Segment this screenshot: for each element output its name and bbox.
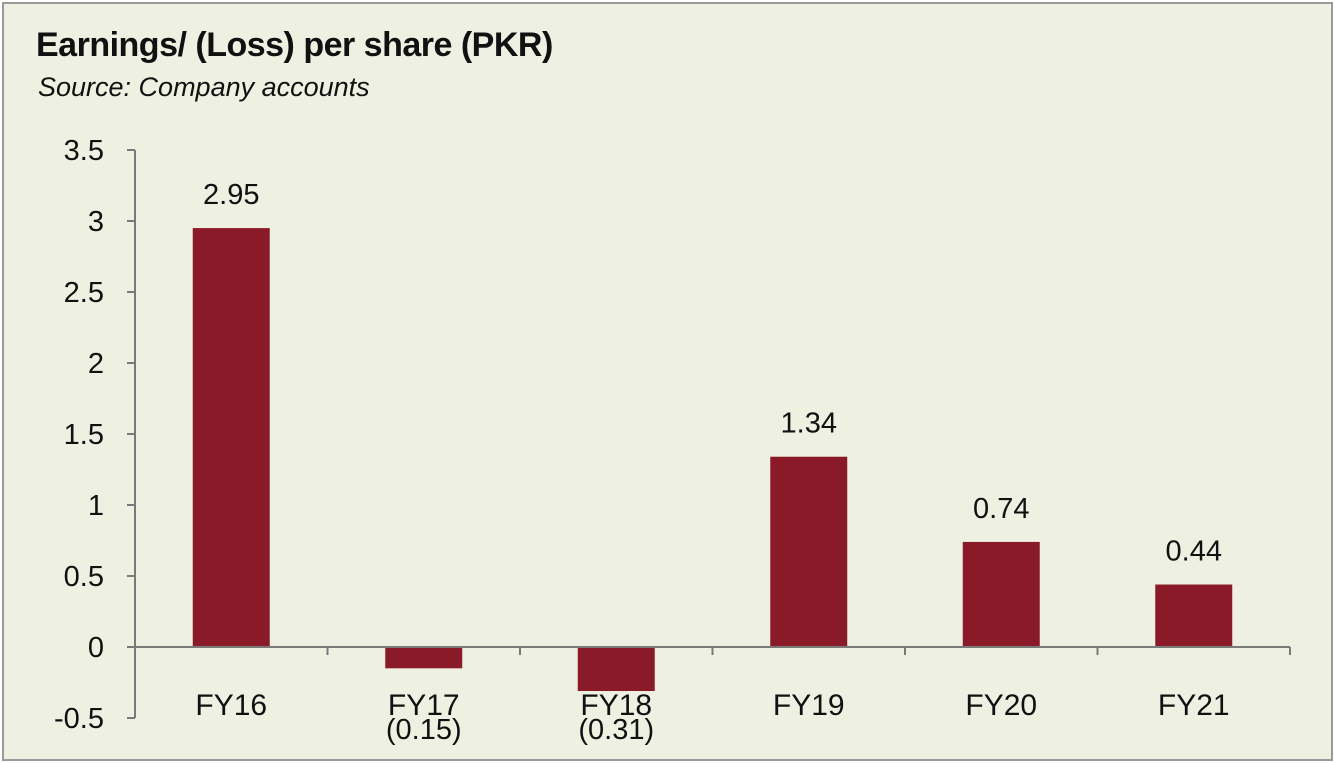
data-label: 0.44 [1166, 536, 1222, 568]
bar-fy19 [770, 456, 848, 647]
y-tick-label: 2.5 [64, 277, 104, 309]
x-tick-label: FY19 [773, 689, 845, 722]
bar-fy20 [962, 541, 1040, 647]
chart-title: Earnings/ (Loss) per share (PKR) [36, 26, 553, 64]
x-tick-label: FY21 [1158, 689, 1230, 722]
chart-subtitle: Source: Company accounts [38, 72, 370, 102]
bar-fy21 [1155, 584, 1233, 647]
data-label: (0.15) [386, 714, 462, 746]
y-tick-label: 1 [88, 490, 104, 522]
bar-fy17 [385, 647, 463, 669]
y-tick-label: 0 [88, 632, 104, 664]
y-tick-label: -0.5 [54, 703, 104, 735]
data-label: 1.34 [781, 408, 837, 440]
bar-fy16 [192, 228, 270, 647]
data-label: 0.74 [973, 493, 1029, 525]
y-tick-label: 3 [88, 206, 104, 238]
x-tick-label: FY17 [388, 689, 460, 722]
data-label: (0.31) [578, 714, 654, 746]
y-tick-label: 2 [88, 348, 104, 380]
bar-fy18 [577, 647, 655, 692]
y-tick-label: 0.5 [64, 561, 104, 593]
y-tick-label: 3.5 [64, 135, 104, 167]
y-tick-label: 1.5 [64, 419, 104, 451]
data-label: 2.95 [203, 179, 259, 211]
x-tick-label: FY20 [965, 689, 1037, 722]
x-tick-label: FY18 [580, 689, 652, 722]
x-tick-label: FY16 [195, 689, 267, 722]
